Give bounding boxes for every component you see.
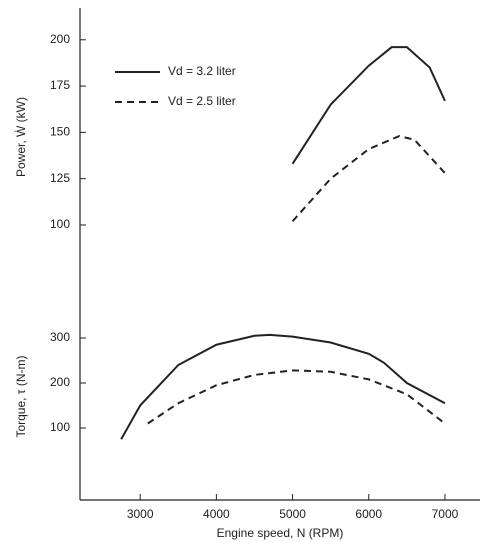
x-axis-label: Engine speed, N (RPM) (217, 526, 344, 540)
legend-label: Vd = 2.5 liter (168, 94, 236, 108)
line (147, 369, 446, 425)
y-tick-label: 175 (50, 78, 70, 92)
line (120, 333, 446, 440)
legend-label: Vd = 3.2 liter (168, 64, 236, 78)
y-tick-label: 200 (50, 375, 70, 389)
x-tick-label: 5000 (279, 507, 306, 521)
line (291, 46, 446, 165)
y-tick-label: 125 (50, 171, 70, 185)
y-tick-label: 300 (50, 330, 70, 344)
y-tick-label: 200 (50, 32, 70, 46)
y-axis-label: Power, Ẇ (kW) (14, 97, 28, 177)
x-tick-label: 3000 (127, 507, 154, 521)
x-tick-label: 6000 (355, 507, 382, 521)
x-tick-label: 7000 (432, 507, 459, 521)
y-tick-label: 100 (50, 420, 70, 434)
y-tick-label: 150 (50, 125, 70, 139)
x-tick-label: 4000 (203, 507, 230, 521)
y-tick-label: 100 (50, 217, 70, 231)
line (291, 135, 446, 222)
y-axis-label: Torque, τ (N-m) (14, 355, 28, 437)
